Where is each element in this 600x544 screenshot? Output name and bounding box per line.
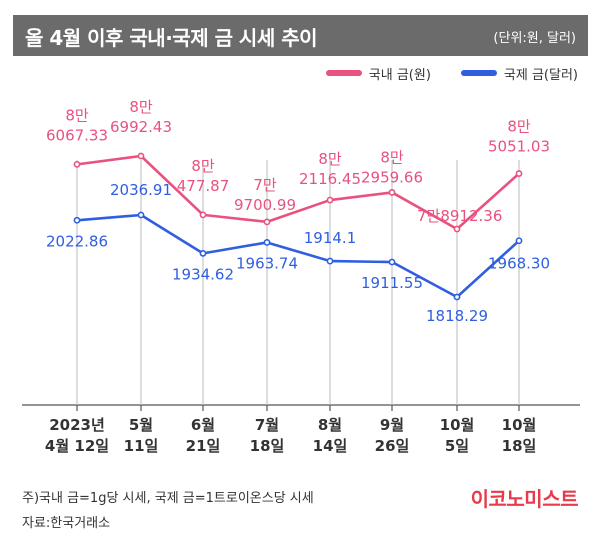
legend-swatch-international	[460, 70, 497, 76]
data-label: 2022.86	[46, 232, 108, 250]
data-point	[137, 152, 145, 160]
data-point	[73, 160, 81, 168]
data-label: 2036.91	[110, 181, 172, 199]
chart-title: 올 4월 이후 국내·국제 금 시세 추이	[25, 26, 318, 50]
footnote: 주)국내 금=1g당 시세, 국제 금=1트로이온스당 시세	[22, 491, 314, 506]
source-note: 자료:한국거래소	[22, 516, 111, 531]
series-line	[76, 154, 520, 231]
data-label: 8만	[191, 157, 215, 175]
data-label: 1818.29	[426, 307, 488, 325]
x-tick-label: 6월	[191, 416, 215, 434]
data-label: 8만	[65, 106, 89, 124]
data-point	[326, 257, 334, 265]
data-point	[515, 170, 523, 177]
x-tick-label: 2023년	[49, 416, 105, 434]
data-label: 8만	[507, 118, 531, 136]
data-point	[326, 196, 334, 204]
data-point	[388, 258, 396, 266]
data-point	[263, 218, 271, 226]
data-point	[73, 216, 81, 224]
data-label: 7만8912.36	[417, 207, 502, 225]
x-tick-label: 26일	[375, 437, 410, 455]
x-tick-label: 10월	[502, 416, 537, 434]
data-label: 477.87	[177, 177, 230, 195]
data-point	[199, 211, 207, 219]
x-tick-label: 10월	[440, 416, 475, 434]
data-label: 8만	[380, 148, 404, 166]
title-bar: 올 4월 이후 국내·국제 금 시세 추이 (단위:원, 달러)	[13, 15, 588, 56]
legend-swatch-domestic	[325, 70, 362, 76]
unit-label: (단위:원, 달러)	[493, 31, 576, 46]
data-label: 6067.33	[46, 126, 108, 144]
data-label: 8만	[129, 98, 153, 116]
data-point	[453, 225, 461, 233]
data-label: 1934.62	[172, 265, 234, 283]
x-tick-label: 8월	[318, 416, 342, 434]
legend-item-international: 국제 금(달러)	[460, 64, 578, 83]
x-tick-label: 21일	[186, 437, 221, 455]
brand-logo: 이코노미스트	[470, 487, 579, 511]
data-label: 2116.45	[299, 170, 361, 188]
data-label: 1968.30	[488, 255, 550, 273]
x-tick-label: 11일	[124, 437, 159, 455]
data-label: 7만	[253, 176, 277, 194]
data-label: 9700.99	[234, 196, 296, 214]
data-point	[137, 211, 145, 219]
x-tick-label: 5월	[129, 416, 153, 434]
data-label: 8만	[318, 150, 342, 168]
x-tick-label: 7월	[255, 416, 279, 434]
data-point	[199, 249, 207, 257]
x-tick-label: 18일	[250, 437, 285, 455]
legend-label-international: 국제 금(달러)	[503, 67, 578, 83]
series-line	[76, 213, 520, 299]
x-tick-label: 14일	[313, 437, 348, 455]
data-label: 1911.55	[361, 274, 423, 292]
legend-label-domestic: 국내 금(원)	[368, 67, 431, 83]
data-point	[388, 189, 396, 196]
x-tick-label: 18일	[502, 437, 537, 455]
data-point	[453, 293, 461, 301]
x-tick-label: 9월	[380, 416, 404, 434]
data-label: 6992.43	[110, 118, 172, 136]
data-point	[515, 237, 523, 245]
x-tick-label: 5일	[445, 437, 469, 455]
legend: 국내 금(원) 국제 금(달러)	[296, 64, 578, 83]
legend-item-domestic: 국내 금(원)	[325, 64, 431, 83]
data-point	[263, 239, 271, 246]
data-label: 2959.66	[361, 168, 423, 186]
data-label: 5051.03	[488, 138, 550, 156]
data-label: 1963.74	[236, 254, 298, 272]
data-label: 1914.1	[304, 229, 357, 247]
x-tick-label: 4월 12일	[45, 437, 109, 455]
